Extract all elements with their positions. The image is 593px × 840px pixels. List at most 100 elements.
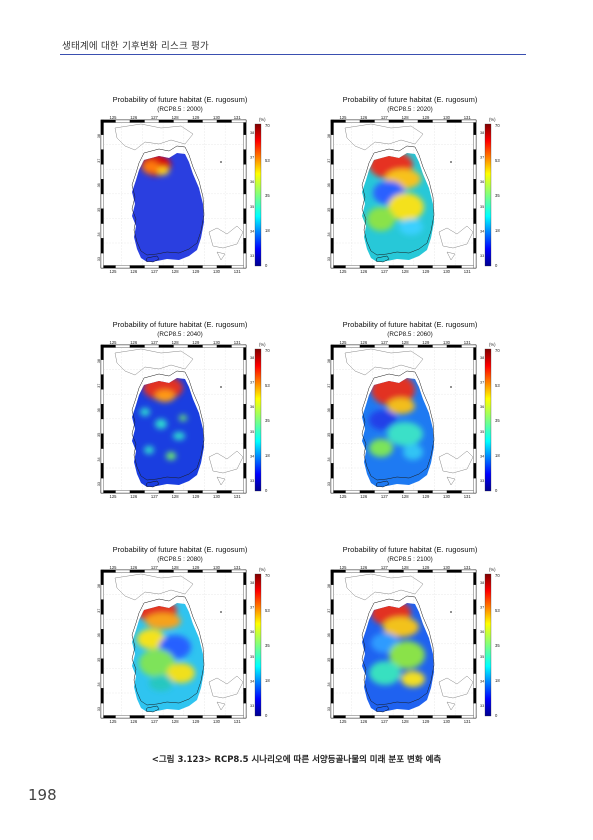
colorbar-tick-label: 18 [495,678,500,683]
lon-tick-label: 128 [402,116,410,120]
lon-tick-label: 131 [464,269,472,274]
lon-tick-label: 125 [340,494,348,499]
panel-title: Probability of future habitat (E. rugosu… [342,95,478,104]
colorbar-tick-label: 53 [265,608,270,613]
lon-tick-label: 129 [422,341,430,345]
lat-tick-label: 33 [250,479,254,483]
lon-tick-label: 128 [402,269,410,274]
lon-tick-label: 127 [151,341,159,345]
lat-tick-label: 35 [250,655,254,659]
colorbar-tick-label: 53 [495,383,500,388]
lon-tick-label: 127 [151,269,159,274]
panel-title: Probability of future habitat (E. rugosu… [342,545,478,554]
lon-tick-label: 131 [464,494,472,499]
lon-tick-label: 128 [402,719,410,724]
lon-tick-label: 131 [464,719,472,724]
panel-subtitle: (RCP8.5 : 2100) [387,556,433,563]
lon-tick-label: 130 [213,566,221,570]
lon-tick-label: 129 [192,269,200,274]
lat-tick-label: 36 [250,180,254,184]
lon-tick-label: 126 [130,116,138,120]
colorbar-tick-label: 0 [265,263,268,268]
lon-tick-label: 126 [360,566,368,570]
lon-tick-label: 126 [130,269,138,274]
page-header-title: 생태계에 대한 기후변화 리스크 평가 [62,41,209,52]
lat-tick-label: 34 [250,454,254,458]
panel-title: Probability of future habitat (E. rugosu… [112,545,248,554]
lat-tick-label: 38 [250,581,254,585]
lon-tick-label: 127 [151,494,159,499]
colorbar-tick-label: 0 [265,488,268,493]
map-panel: Probability of future habitat (E. rugosu… [325,95,550,305]
lat-tick-label: 35 [327,433,331,437]
dokdo-marker [220,161,222,163]
color-scale-legend: (%)70 53 35 18 0 [484,342,500,493]
lat-tick-label: 33 [327,707,331,711]
lon-tick-label: 129 [422,494,430,499]
lat-tick-label: 33 [327,482,331,486]
colorbar-tick-label: 0 [265,713,268,718]
page-number: 198 [28,786,57,804]
lon-tick-label: 125 [110,719,118,724]
lon-tick-label: 126 [360,116,368,120]
lon-tick-label: 129 [192,719,200,724]
lon-tick-label: 127 [381,341,389,345]
japan-outline [208,675,244,711]
lat-tick-label: 33 [327,257,331,261]
lon-tick-label: 127 [381,719,389,724]
lon-tick-label: 131 [234,494,242,499]
lon-tick-label: 125 [110,341,118,345]
lon-tick-label: 130 [443,116,451,120]
lat-tick-label: 36 [97,633,101,637]
jeju-island [145,480,160,488]
colorbar-tick-label: 70 [495,573,500,578]
lat-tick-label: 38 [480,131,484,135]
japan-outline [208,225,244,261]
lat-tick-label: 37 [97,384,101,388]
lat-tick-label: 34 [480,229,484,233]
colorbar-tick-label: 35 [265,193,270,198]
map-panel: Probability of future habitat (E. rugosu… [325,320,550,530]
lat-tick-label: 37 [250,156,254,160]
lon-tick-label: 126 [130,719,138,724]
lon-tick-label: 128 [402,566,410,570]
lat-tick-label: 37 [250,381,254,385]
lat-tick-label: 37 [97,609,101,613]
lon-tick-label: 125 [110,566,118,570]
lon-tick-label: 129 [192,494,200,499]
colorbar-tick-label: 18 [495,453,500,458]
habitat-map: 125 125 126 126 127 127 128 128 129 129 130 130 131 1… [97,341,270,499]
panel-title: Probability of future habitat (E. rugosu… [112,95,248,104]
lat-tick-label: 35 [97,658,101,662]
lat-tick-label: 34 [97,232,101,236]
lon-tick-label: 126 [360,269,368,274]
colorbar-tick-label: 70 [495,123,500,128]
lon-tick-label: 130 [213,116,221,120]
colorbar-unit: (%) [259,567,266,572]
colorbar-tick-label: 18 [265,678,270,683]
lon-tick-label: 128 [172,269,180,274]
colorbar-tick-label: 18 [495,228,500,233]
colorbar-tick-label: 0 [495,263,498,268]
lon-tick-label: 131 [464,566,472,570]
colorbar-unit: (%) [489,567,496,572]
lon-tick-label: 129 [192,341,200,345]
lat-tick-label: 33 [97,482,101,486]
lon-tick-label: 131 [234,116,242,120]
north-korea-outline [114,123,194,151]
color-scale-legend: (%)70 53 35 18 0 [254,117,270,268]
lat-tick-label: 34 [250,679,254,683]
lat-tick-label: 38 [480,581,484,585]
colorbar-tick-label: 53 [495,158,500,163]
panel-subtitle: (RCP8.5 : 2080) [157,556,203,563]
colorbar-tick-label: 35 [495,643,500,648]
lon-tick-label: 127 [151,116,159,120]
colorbar-tick-label: 35 [495,193,500,198]
lat-tick-label: 36 [327,408,331,412]
lat-tick-label: 34 [97,682,101,686]
lat-tick-label: 37 [327,159,331,163]
colorbar-tick-label: 0 [495,488,498,493]
habitat-map: 125 125 126 126 127 127 128 128 129 129 130 130 131 1… [97,116,270,274]
lat-tick-label: 36 [480,630,484,634]
lat-tick-label: 35 [97,433,101,437]
